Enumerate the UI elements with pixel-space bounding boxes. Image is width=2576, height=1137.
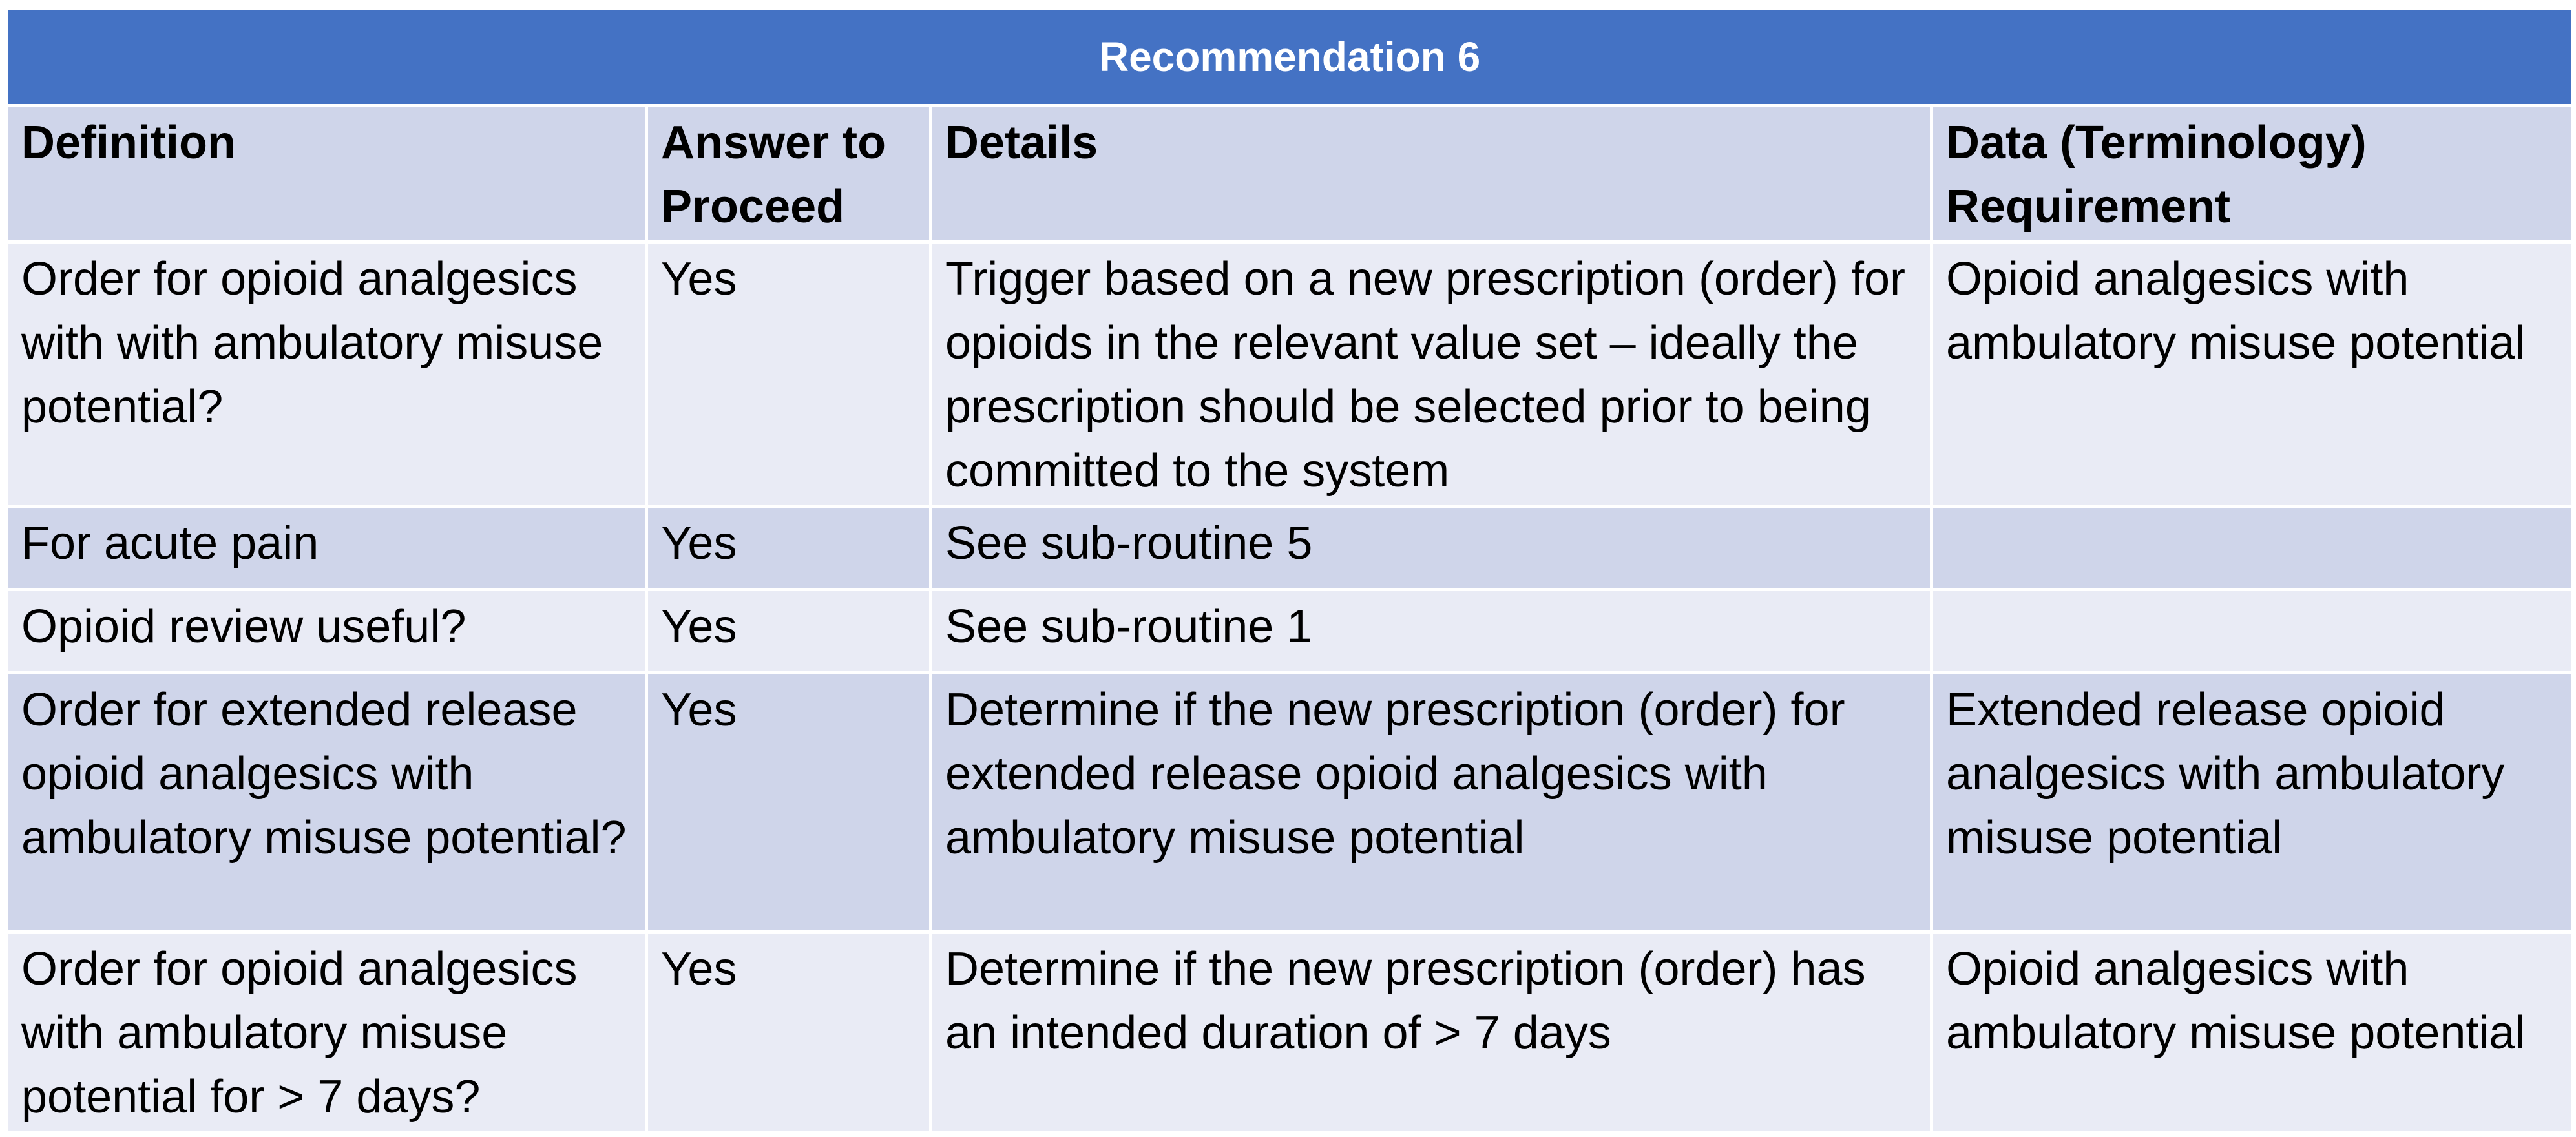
details-cell: See sub-routine 1	[932, 591, 1930, 671]
column-header-answer: Answer to Proceed	[648, 107, 929, 240]
requirement-cell: Opioid analgesics with ambulatory misuse…	[1933, 934, 2571, 1131]
table-row: Order for opioid analgesics with with am…	[8, 244, 2571, 505]
column-header-definition: Definition	[8, 107, 645, 240]
details-cell: See sub-routine 5	[932, 508, 1930, 588]
definition-cell: Order for opioid analgesics with ambulat…	[8, 934, 645, 1131]
answer-cell: Yes	[648, 508, 929, 588]
title-row: Recommendation 6	[8, 10, 2571, 104]
requirement-cell	[1933, 508, 2571, 588]
definition-cell: Order for extended release opioid analge…	[8, 674, 645, 930]
definition-cell: Order for opioid analgesics with with am…	[8, 244, 645, 505]
table-row: Order for extended release opioid analge…	[8, 674, 2571, 930]
details-cell: Determine if the new prescription (order…	[932, 674, 1930, 930]
details-cell: Trigger based on a new prescription (ord…	[932, 244, 1930, 505]
column-header-requirement: Data (Terminology) Requirement	[1933, 107, 2571, 240]
answer-cell: Yes	[648, 934, 929, 1131]
details-cell: Determine if the new prescription (order…	[932, 934, 1930, 1131]
table-row: Order for opioid analgesics with ambulat…	[8, 934, 2571, 1131]
header-row: Definition Answer to Proceed Details Dat…	[8, 107, 2571, 240]
table-row: For acute pain Yes See sub-routine 5	[8, 508, 2571, 588]
table-title: Recommendation 6	[8, 10, 2571, 104]
definition-cell: For acute pain	[8, 508, 645, 588]
answer-cell: Yes	[648, 674, 929, 930]
definition-cell: Opioid review useful?	[8, 591, 645, 671]
table-row: Opioid review useful? Yes See sub-routin…	[8, 591, 2571, 671]
recommendation-table-frame: Recommendation 6 Definition Answer to Pr…	[5, 6, 2571, 1131]
requirement-cell: Opioid analgesics with ambulatory misuse…	[1933, 244, 2571, 505]
requirement-cell	[1933, 591, 2571, 671]
column-header-details: Details	[932, 107, 1930, 240]
answer-cell: Yes	[648, 244, 929, 505]
requirement-cell: Extended release opioid analgesics with …	[1933, 674, 2571, 930]
recommendation-table: Recommendation 6 Definition Answer to Pr…	[5, 6, 2574, 1134]
answer-cell: Yes	[648, 591, 929, 671]
